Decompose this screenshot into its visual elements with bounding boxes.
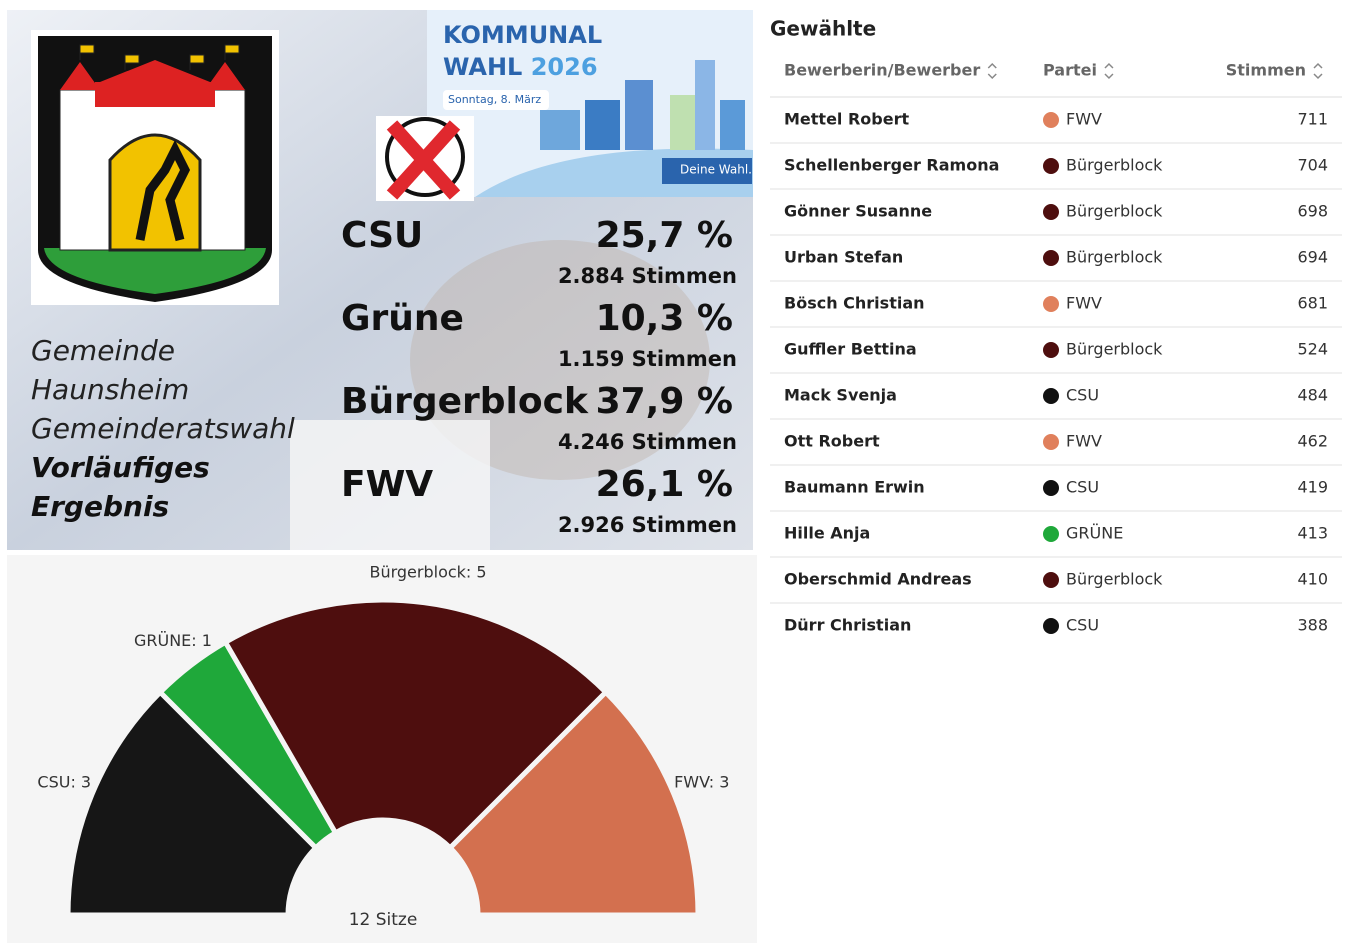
candidate-name: Schellenberger Ramona	[784, 156, 999, 175]
column-header: Stimmen	[1226, 61, 1306, 80]
votes: 419	[1297, 478, 1328, 497]
collage: KOMMUNAL WAHL 2026 Sonntag, 8. März Dein…	[0, 0, 1363, 943]
slice-label: GRÜNE: 1	[134, 631, 212, 650]
party-votes: 4.246 Stimmen	[558, 430, 737, 454]
column-header: Partei	[1043, 61, 1097, 80]
party-label: Bürgerblock	[1066, 202, 1163, 221]
party-name: Bürgerblock	[341, 381, 589, 422]
party-label: CSU	[1066, 478, 1099, 497]
party-dot	[1043, 112, 1059, 128]
candidate-name: Dürr Christian	[784, 616, 911, 635]
sort-icon	[1314, 64, 1322, 78]
party-percent: 10,3 %	[596, 298, 733, 339]
party-label: CSU	[1066, 616, 1099, 635]
banner-brand: Deine Wahl.	[680, 163, 752, 177]
party-label: CSU	[1066, 386, 1099, 405]
candidate-name: Guffler Bettina	[784, 340, 917, 359]
sort-icon	[1105, 64, 1113, 78]
column-header: Bewerberin/Bewerber	[784, 61, 980, 80]
party-label: GRÜNE	[1066, 524, 1123, 543]
party-dot	[1043, 618, 1059, 634]
page: KOMMUNAL WAHL 2026 Sonntag, 8. März Dein…	[0, 0, 1363, 943]
party-dot	[1043, 296, 1059, 312]
party-percent: 25,7 %	[596, 215, 733, 256]
party-dot	[1043, 526, 1059, 542]
votes: 462	[1297, 432, 1328, 451]
votes: 413	[1297, 524, 1328, 543]
banner-title: KOMMUNAL	[443, 21, 602, 49]
caption-line: Gemeinderatswahl	[31, 412, 295, 445]
party-label: Bürgerblock	[1066, 570, 1163, 589]
votes: 524	[1297, 340, 1328, 359]
party-percent: 26,1 %	[596, 464, 733, 505]
candidate-name: Oberschmid Andreas	[784, 570, 972, 589]
party-label: FWV	[1066, 294, 1102, 313]
votes: 410	[1297, 570, 1328, 589]
votes: 484	[1297, 386, 1328, 405]
party-dot	[1043, 342, 1059, 358]
party-label: Bürgerblock	[1066, 156, 1163, 175]
banner-date: Sonntag, 8. März	[448, 93, 541, 106]
party-votes: 2.926 Stimmen	[558, 513, 737, 537]
votes: 694	[1297, 248, 1328, 267]
party-name: FWV	[341, 464, 433, 505]
party-name: Grüne	[341, 298, 464, 339]
party-dot	[1043, 250, 1059, 266]
party-votes: 1.159 Stimmen	[558, 347, 737, 371]
party-dot	[1043, 158, 1059, 174]
caption-line: Gemeinde	[31, 334, 175, 367]
coat-of-arms	[31, 30, 279, 305]
party-dot	[1043, 572, 1059, 588]
party-label: Bürgerblock	[1066, 340, 1163, 359]
slice-label: CSU: 3	[37, 772, 91, 791]
banner-year: 2026	[531, 53, 598, 81]
candidate-name: Urban Stefan	[784, 248, 903, 267]
sort-icon	[988, 64, 996, 78]
center-label: 12 Sitze	[349, 910, 418, 930]
party-dot	[1043, 388, 1059, 404]
party-label: FWV	[1066, 110, 1102, 129]
votes: 704	[1297, 156, 1328, 175]
party-dot	[1043, 434, 1059, 450]
party-dot	[1043, 480, 1059, 496]
banner-word: WAHL	[443, 53, 522, 81]
party-name: CSU	[341, 215, 423, 256]
slice-label: FWV: 3	[674, 772, 729, 791]
party-label: Bürgerblock	[1066, 248, 1163, 267]
caption-bold: Ergebnis	[31, 490, 169, 523]
party-label: FWV	[1066, 432, 1102, 451]
party-percent: 37,9 %	[596, 381, 733, 422]
party-votes: 2.884 Stimmen	[558, 264, 737, 288]
votes: 388	[1297, 616, 1328, 635]
candidate-name: Baumann Erwin	[784, 478, 925, 497]
candidate-name: Gönner Susanne	[784, 202, 932, 221]
candidate-name: Mack Svenja	[784, 386, 897, 405]
banner-title: WAHL 2026	[443, 53, 598, 81]
candidate-name: Mettel Robert	[784, 110, 909, 129]
votes: 681	[1297, 294, 1328, 313]
candidate-name: Ott Robert	[784, 432, 880, 451]
party-dot	[1043, 204, 1059, 220]
candidate-name: Bösch Christian	[784, 294, 925, 313]
table-title: Gewählte	[770, 17, 876, 41]
caption-line: Haunsheim	[31, 373, 189, 406]
votes: 711	[1297, 110, 1328, 129]
votes: 698	[1297, 202, 1328, 221]
slice-label: Bürgerblock: 5	[369, 562, 486, 581]
ballot-cross	[376, 116, 474, 201]
caption-bold: Vorläufiges	[31, 451, 210, 484]
candidate-name: Hille Anja	[784, 524, 870, 543]
